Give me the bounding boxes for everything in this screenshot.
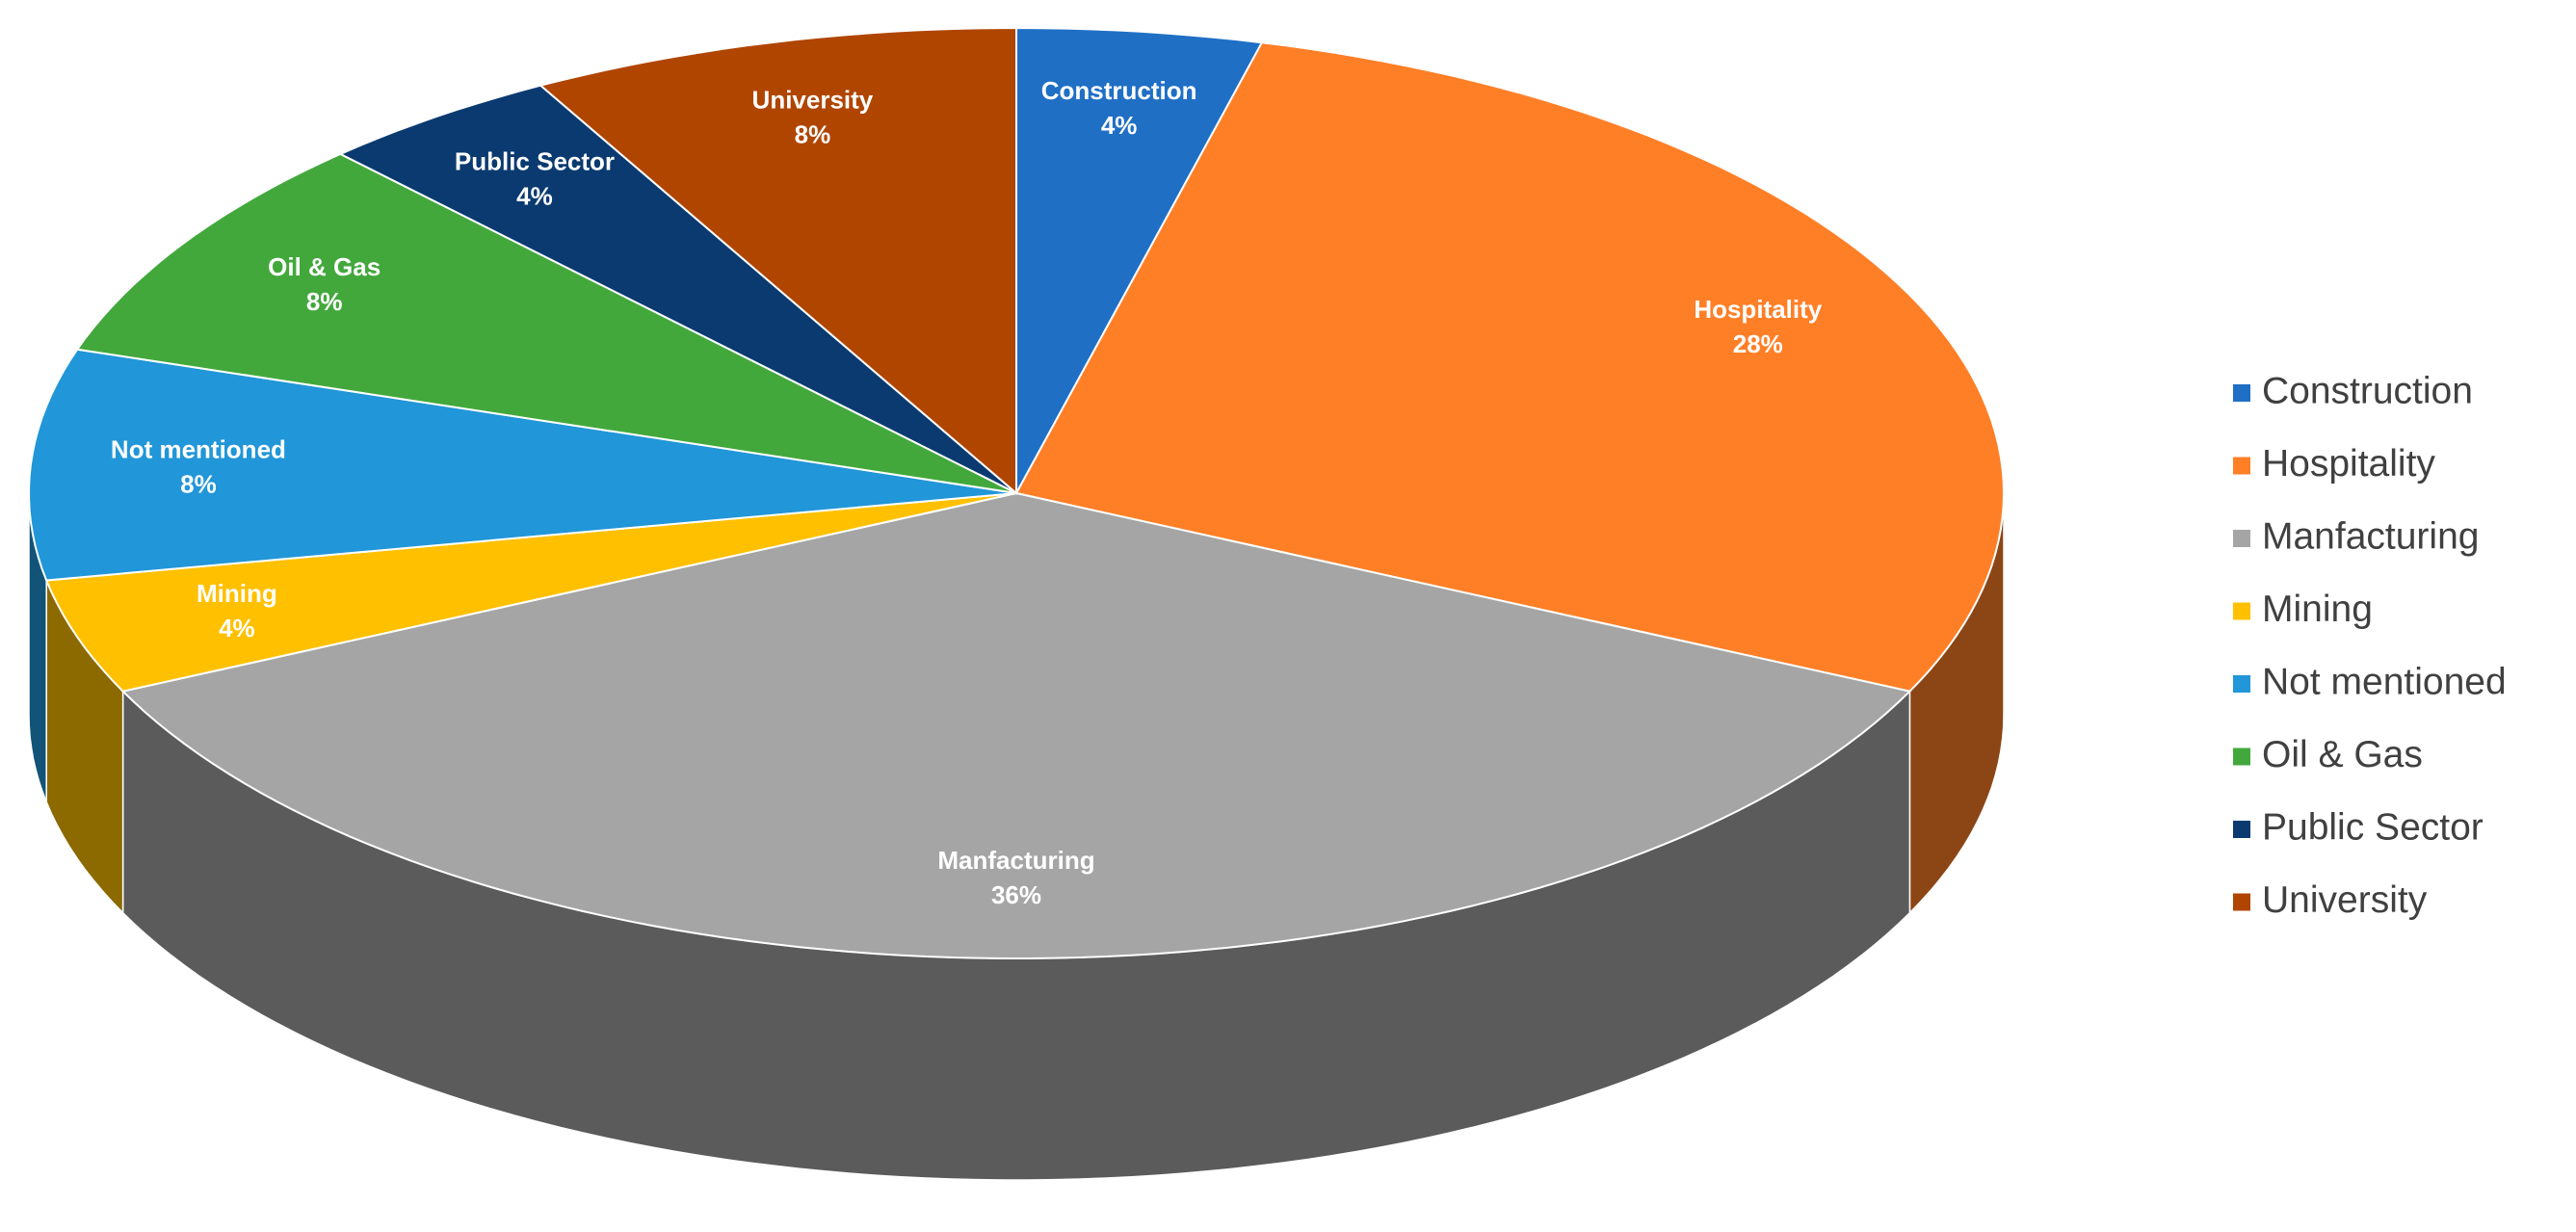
data-label-name: Public Sector — [455, 147, 615, 176]
data-label-name: Mining — [197, 579, 277, 608]
data-label-value: 8% — [180, 470, 217, 499]
slice — [44, 492, 1017, 693]
legend-swatch — [2233, 457, 2250, 475]
legend-label: Manfacturing — [2262, 515, 2479, 557]
legend-label: Not mentioned — [2262, 661, 2507, 702]
data-label-value: 4% — [219, 614, 255, 642]
data-label-name: Construction — [1041, 76, 1197, 105]
legend-label: Construction — [2262, 370, 2473, 411]
legend-swatch — [2233, 530, 2250, 547]
data-label-value: 8% — [306, 287, 343, 316]
data-label-name: Hospitality — [1694, 295, 1822, 324]
legend-label: Public Sector — [2262, 806, 2484, 848]
legend-label: Hospitality — [2262, 443, 2435, 485]
pie: Construction 4% Hospitality 28% Manfacturing… — [28, 26, 2006, 1181]
slice — [75, 152, 1017, 494]
data-label-value: 36% — [991, 880, 1041, 909]
data-label-name: University — [752, 86, 874, 115]
slice — [539, 26, 1017, 496]
legend: Construction Hospitality Manfacturing Minin… — [2233, 370, 2507, 921]
legend-swatch — [2233, 675, 2250, 693]
legend-label: Mining — [2262, 589, 2373, 630]
data-label-name: Not mentioned — [111, 435, 286, 464]
data-label-value: 28% — [1733, 329, 1783, 358]
slice — [1014, 41, 2006, 693]
legend-label: University — [2262, 879, 2428, 921]
legend-swatch — [2233, 893, 2250, 911]
data-label-value: 8% — [795, 120, 831, 149]
legend-label: Oil & Gas — [2262, 734, 2423, 775]
legend-swatch — [2233, 747, 2250, 766]
data-label-name: Manfacturing — [937, 846, 1094, 875]
data-label-name: Oil & Gas — [268, 252, 381, 281]
legend-swatch — [2233, 602, 2250, 620]
slice — [337, 84, 1017, 494]
legend-swatch — [2233, 384, 2250, 402]
data-label-value: 4% — [1101, 111, 1138, 140]
slice — [28, 348, 1017, 582]
legend-swatch — [2233, 821, 2250, 838]
slice — [1015, 26, 1264, 494]
data-label-value: 4% — [516, 182, 553, 211]
slice — [120, 491, 1912, 959]
